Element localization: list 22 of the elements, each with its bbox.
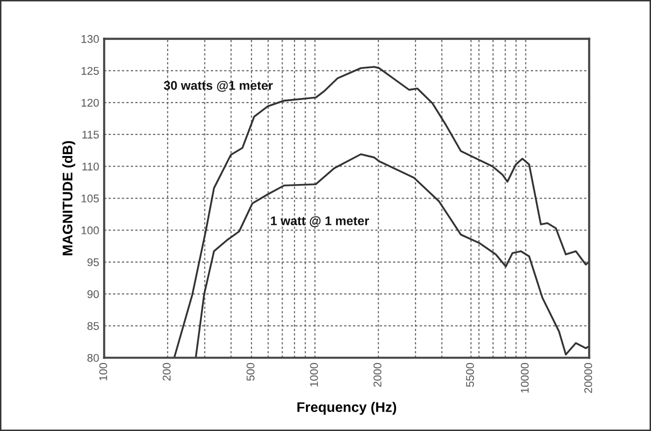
y-tick-label: 115 <box>82 130 99 139</box>
x-axis-title: Frequency (Hz) <box>297 402 396 415</box>
x-tick-label: 5500 <box>466 363 474 387</box>
x-tick-label: 1000 <box>310 363 318 386</box>
y-tick-label: 95 <box>87 258 99 266</box>
y-tick-label: 90 <box>87 290 99 298</box>
y-tick-label: 130 <box>82 35 99 43</box>
y-tick-label: 80 <box>87 354 99 362</box>
y-tick-label: 120 <box>82 98 99 107</box>
y-tick-label: 100 <box>82 226 99 234</box>
y-axis-title: MAGNITUDE (dB) <box>62 141 76 256</box>
x-tick-label: 20000 <box>584 363 592 393</box>
series-label: 30 watts @1 meter <box>164 80 273 92</box>
x-tick-label: 10000 <box>520 363 529 393</box>
y-tick-label: 105 <box>82 194 99 202</box>
y-tick-label: 110 <box>82 162 99 170</box>
series-label: 1 watt @ 1 meter <box>270 216 370 228</box>
y-tick-label: 85 <box>87 322 99 330</box>
y-tick-label: 125 <box>82 66 99 75</box>
x-tick-label: 500 <box>246 363 254 381</box>
x-tick-label: 2000 <box>373 363 382 387</box>
x-tick-label: 200 <box>162 363 171 381</box>
